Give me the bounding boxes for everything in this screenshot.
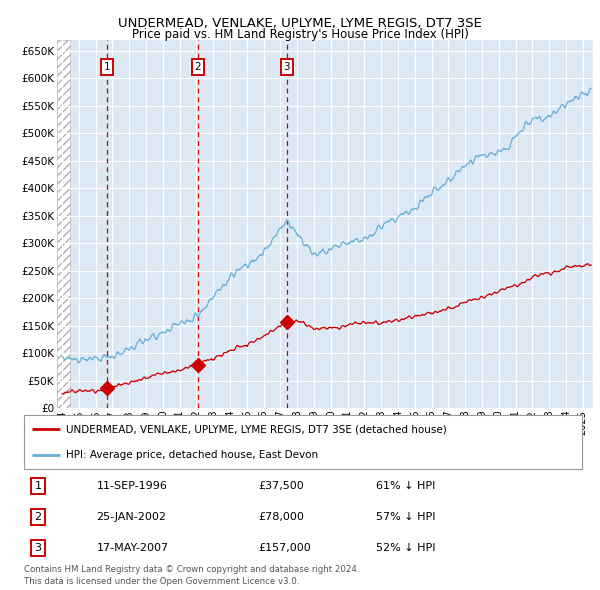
Text: This data is licensed under the Open Government Licence v3.0.: This data is licensed under the Open Gov… xyxy=(24,577,299,586)
Text: £37,500: £37,500 xyxy=(259,481,304,491)
Text: 1: 1 xyxy=(34,481,41,491)
Text: £78,000: £78,000 xyxy=(259,512,304,522)
Text: UNDERMEAD, VENLAKE, UPLYME, LYME REGIS, DT7 3SE (detached house): UNDERMEAD, VENLAKE, UPLYME, LYME REGIS, … xyxy=(66,424,446,434)
Text: 2: 2 xyxy=(34,512,41,522)
Text: UNDERMEAD, VENLAKE, UPLYME, LYME REGIS, DT7 3SE: UNDERMEAD, VENLAKE, UPLYME, LYME REGIS, … xyxy=(118,17,482,30)
Text: 61% ↓ HPI: 61% ↓ HPI xyxy=(376,481,435,491)
Text: 52% ↓ HPI: 52% ↓ HPI xyxy=(376,543,435,553)
FancyBboxPatch shape xyxy=(24,415,582,469)
Text: 25-JAN-2002: 25-JAN-2002 xyxy=(97,512,167,522)
Text: 11-SEP-1996: 11-SEP-1996 xyxy=(97,481,167,491)
Text: 57% ↓ HPI: 57% ↓ HPI xyxy=(376,512,435,522)
Text: Price paid vs. HM Land Registry's House Price Index (HPI): Price paid vs. HM Land Registry's House … xyxy=(131,28,469,41)
Text: Contains HM Land Registry data © Crown copyright and database right 2024.: Contains HM Land Registry data © Crown c… xyxy=(24,565,359,574)
Text: 1: 1 xyxy=(104,62,111,72)
Text: 3: 3 xyxy=(34,543,41,553)
Text: 17-MAY-2007: 17-MAY-2007 xyxy=(97,543,169,553)
Text: £157,000: £157,000 xyxy=(259,543,311,553)
Text: 3: 3 xyxy=(283,62,290,72)
Text: HPI: Average price, detached house, East Devon: HPI: Average price, detached house, East… xyxy=(66,451,318,460)
Text: 2: 2 xyxy=(194,62,201,72)
